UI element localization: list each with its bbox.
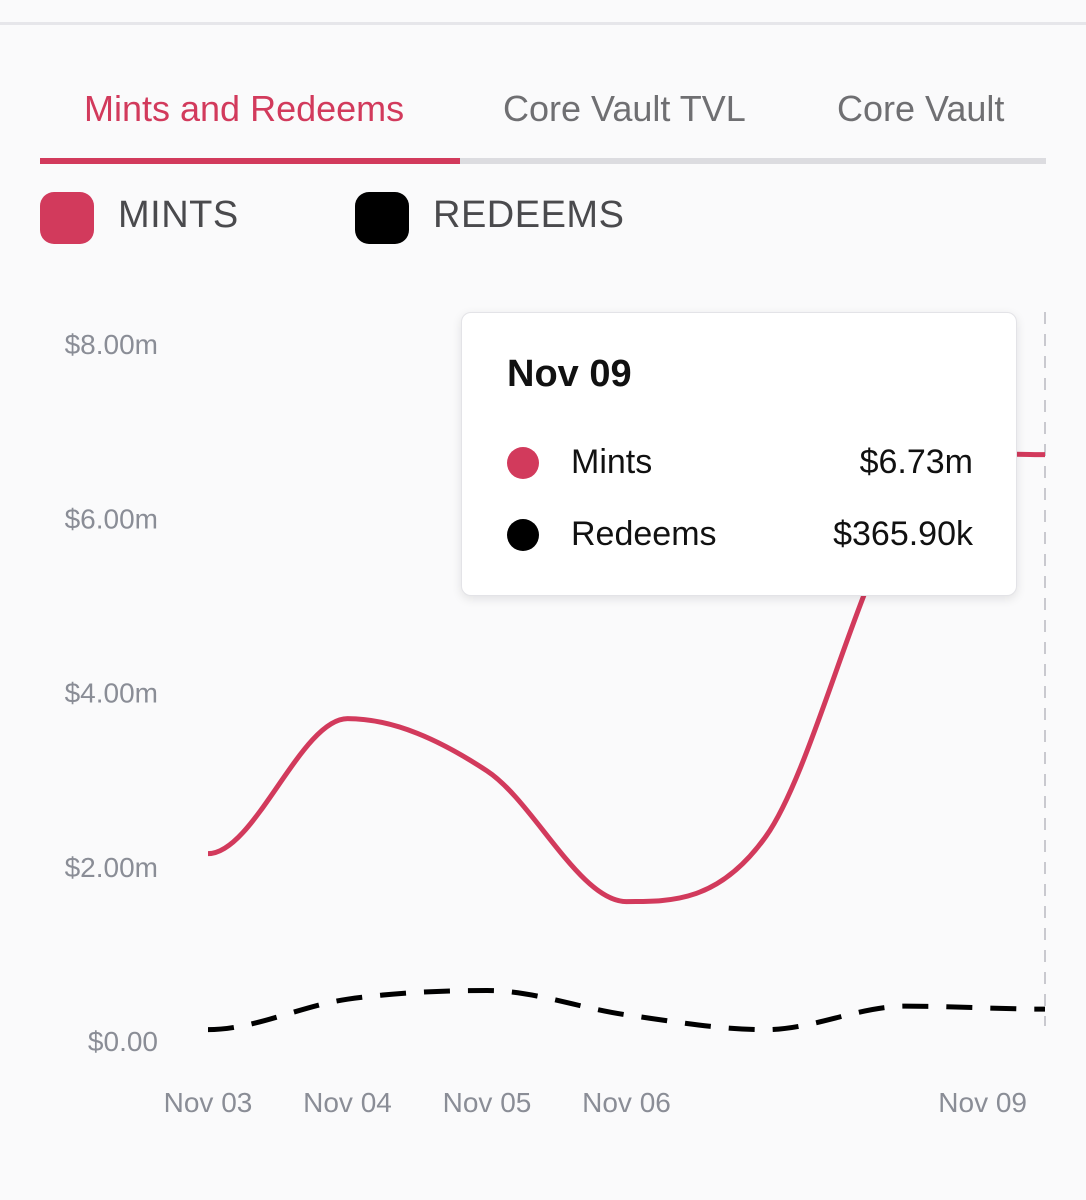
- tooltip-date: Nov 09: [507, 353, 632, 395]
- tooltip-row-redeems: Redeems $365.90k: [507, 513, 973, 557]
- series-line-redeems: [207, 987, 1046, 1033]
- tooltip-dot-redeems: [507, 519, 539, 551]
- legend-label-redeems: REDEEMS: [433, 194, 625, 236]
- x-tick-label-2: Nov 05: [443, 1087, 532, 1118]
- x-tick-label-3: Nov 06: [582, 1087, 671, 1118]
- y-tick-label-4: $8.00m: [65, 329, 158, 360]
- top-divider: [0, 22, 1086, 25]
- y-tick-label-3: $6.00m: [65, 503, 158, 534]
- tab-track: [40, 158, 1046, 164]
- y-tick-label-2: $4.00m: [65, 678, 158, 709]
- y-tick-label-1: $2.00m: [65, 852, 158, 883]
- tooltip-row-mints: Mints $6.73m: [507, 441, 973, 485]
- tooltip-value-mints: $6.73m: [859, 443, 973, 481]
- tooltip-label-redeems: Redeems: [571, 515, 717, 553]
- tooltip-value-redeems: $365.90k: [833, 515, 973, 553]
- legend-label-mints: MINTS: [118, 194, 239, 236]
- legend-swatch-mints: [40, 192, 94, 244]
- tooltip-label-mints: Mints: [571, 443, 653, 481]
- y-axis: $0.00 $2.00m $4.00m $6.00m $8.00m: [65, 329, 158, 1057]
- tab-core-vault-tvl[interactable]: Core Vault TVL: [503, 88, 746, 129]
- tab-core-vault[interactable]: Core Vault: [837, 88, 1005, 129]
- y-tick-label-0: $0.00: [88, 1026, 158, 1057]
- x-axis: Nov 03 Nov 04 Nov 05 Nov 06 Nov 09: [164, 1087, 1027, 1118]
- tooltip-dot-mints: [507, 447, 539, 479]
- x-tick-label-1: Nov 04: [303, 1087, 392, 1118]
- legend-swatch-redeems: [355, 192, 409, 244]
- chart-tabs: Mints and Redeems Core Vault TVL Core Va…: [40, 82, 1046, 164]
- chart-tooltip: Nov 09 Mints $6.73m Redeems $365.90k: [461, 312, 1017, 596]
- tab-mints-and-redeems[interactable]: Mints and Redeems: [84, 88, 405, 129]
- active-tab-indicator: [40, 158, 460, 164]
- x-tick-label-6: Nov 09: [938, 1087, 1027, 1118]
- x-tick-label-0: Nov 03: [164, 1087, 253, 1118]
